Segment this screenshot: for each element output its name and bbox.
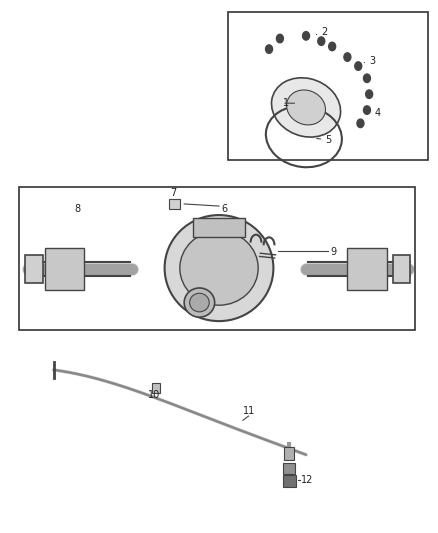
Bar [169, 199, 180, 209]
Text: 7: 7 [170, 188, 177, 198]
Ellipse shape [180, 231, 258, 305]
Text: 2: 2 [321, 27, 328, 37]
Circle shape [364, 74, 371, 83]
Circle shape [357, 119, 364, 127]
Text: 4: 4 [375, 108, 381, 118]
Circle shape [318, 37, 325, 45]
Text: 3: 3 [369, 56, 375, 66]
Bar [152, 383, 160, 393]
Circle shape [276, 34, 283, 43]
Bar [45, 248, 84, 290]
Circle shape [364, 106, 371, 114]
Bar [283, 463, 295, 474]
Circle shape [303, 31, 310, 40]
Circle shape [265, 45, 272, 53]
Circle shape [344, 53, 351, 61]
Text: 6: 6 [221, 204, 227, 214]
Text: 10: 10 [148, 390, 160, 400]
Bar [393, 255, 410, 283]
Text: 5: 5 [325, 135, 332, 146]
Bar [19, 187, 415, 330]
Text: 8: 8 [74, 204, 81, 214]
Ellipse shape [286, 90, 325, 125]
Circle shape [355, 62, 362, 70]
Text: 12: 12 [301, 475, 313, 484]
Bar [284, 447, 294, 460]
Ellipse shape [184, 288, 215, 317]
Circle shape [366, 90, 373, 99]
Ellipse shape [272, 78, 341, 137]
Bar [193, 218, 245, 237]
Text: 9: 9 [330, 247, 336, 257]
Ellipse shape [165, 215, 273, 321]
Bar [25, 255, 43, 283]
Text: 1: 1 [283, 98, 289, 108]
Bar [228, 12, 428, 160]
Text: 11: 11 [243, 406, 255, 416]
Ellipse shape [190, 293, 209, 312]
Circle shape [328, 42, 336, 51]
Bar [347, 248, 387, 290]
Bar [283, 475, 296, 487]
